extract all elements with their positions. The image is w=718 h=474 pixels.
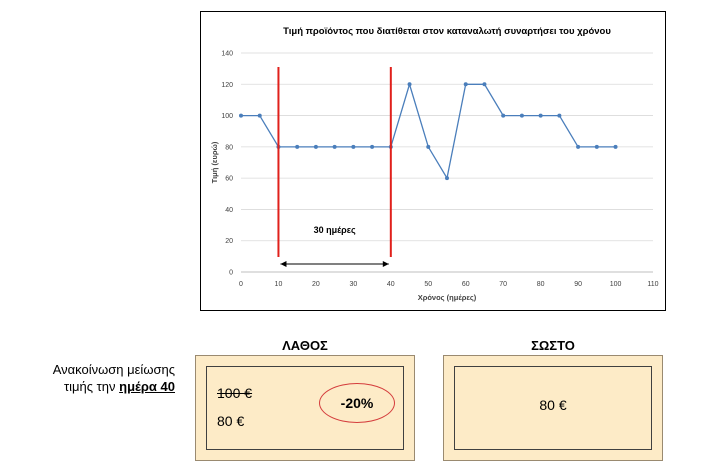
- y-tick-label: 0: [229, 270, 233, 277]
- data-point: [463, 82, 468, 87]
- new-price: 80 €: [217, 413, 245, 429]
- y-tick-label: 100: [221, 113, 233, 120]
- data-point: [613, 144, 618, 149]
- x-tick-label: 30: [349, 281, 357, 288]
- data-point: [313, 144, 318, 149]
- x-tick-label: 0: [239, 281, 243, 288]
- data-point: [594, 144, 599, 149]
- announcement-note: Ανακοίνωση μείωσης τιμής την ημέρα 40: [40, 361, 175, 395]
- right-heading: ΣΩΣΤΟ: [531, 338, 575, 353]
- y-tick-label: 20: [225, 238, 233, 245]
- x-tick-label: 20: [312, 281, 320, 288]
- x-tick-label: 70: [499, 281, 507, 288]
- wrong-price-card: 100 € 80 € -20%: [195, 355, 415, 461]
- note-prefix: τιμής την: [64, 379, 120, 394]
- x-tick-label: 90: [574, 281, 582, 288]
- x-axis-title: Χρόνος (ημέρες): [418, 293, 477, 302]
- data-point: [538, 113, 543, 118]
- note-day: ημέρα 40: [119, 379, 175, 394]
- series-line: [241, 82, 616, 180]
- x-tick-label: 110: [647, 281, 658, 288]
- wrong-heading: ΛΑΘΟΣ: [282, 338, 328, 353]
- data-point: [407, 82, 412, 87]
- data-point: [557, 113, 562, 118]
- data-point: [445, 176, 449, 181]
- y-tick-label: 80: [225, 144, 233, 151]
- discount-badge: -20%: [319, 383, 395, 423]
- x-tick-label: 60: [462, 281, 470, 288]
- y-axis-title: Τιμή (ευρώ): [210, 141, 219, 183]
- data-point: [426, 144, 431, 149]
- y-tick-label: 40: [225, 207, 233, 214]
- correct-price: 80 €: [539, 397, 567, 413]
- data-point: [501, 113, 506, 118]
- interval-arrow-right-head: [382, 261, 389, 267]
- x-tick-label: 40: [387, 281, 395, 288]
- data-point: [519, 113, 524, 118]
- x-tick-label: 50: [424, 281, 432, 288]
- data-point: [351, 144, 356, 149]
- right-price-card: 80 €: [443, 355, 663, 461]
- x-tick-label: 100: [610, 281, 622, 288]
- interval-annotation-label: 30 ημέρες: [314, 225, 356, 235]
- data-point: [482, 82, 487, 87]
- price-chart: 0 20 40 60 80 100 120 140 0 10 20 30 40 50 60 70 80 90 100…: [200, 11, 666, 311]
- y-tick-label: 140: [221, 51, 233, 58]
- data-point: [332, 144, 337, 149]
- old-price: 100 €: [217, 385, 253, 401]
- right-card-inner: 80 €: [454, 366, 652, 450]
- y-tick-label: 60: [225, 176, 233, 183]
- interval-arrow-left-head: [280, 261, 287, 267]
- data-point: [295, 144, 300, 149]
- chart-title: Τιμή προϊόντος που διατίθεται στον καταν…: [283, 26, 611, 37]
- y-tick-label: 120: [221, 82, 233, 89]
- x-tick-label: 80: [537, 281, 545, 288]
- discount-text: -20%: [340, 395, 374, 411]
- note-line1: Ανακοίνωση μείωσης: [52, 362, 175, 377]
- chart-canvas: 0 20 40 60 80 100 120 140 0 10 20 30 40 50 60 70 80 90 100…: [210, 26, 659, 302]
- wrong-card-inner: 100 € 80 € -20%: [206, 366, 404, 450]
- data-point: [370, 144, 375, 149]
- data-point: [576, 144, 581, 149]
- data-point: [257, 113, 262, 118]
- data-point: [239, 113, 243, 118]
- x-tick-label: 10: [275, 281, 283, 288]
